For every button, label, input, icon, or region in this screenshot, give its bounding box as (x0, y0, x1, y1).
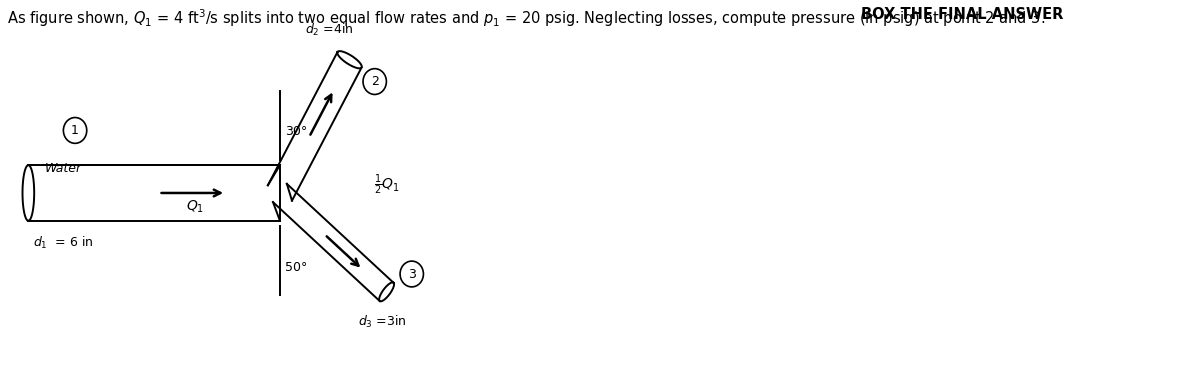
Circle shape (364, 69, 386, 94)
Text: 1: 1 (71, 124, 79, 137)
Text: 50°: 50° (286, 261, 307, 274)
Circle shape (64, 118, 86, 143)
Text: As figure shown, $Q_1$ = 4 ft$^3$/s splits into two equal flow rates and $p_1$ =: As figure shown, $Q_1$ = 4 ft$^3$/s spli… (7, 7, 1051, 29)
Text: 3: 3 (408, 268, 415, 280)
Circle shape (400, 261, 424, 287)
Text: $\mathit{d}_2$ =4in: $\mathit{d}_2$ =4in (305, 22, 353, 38)
Text: Water: Water (44, 162, 82, 175)
Text: 2: 2 (371, 75, 379, 88)
Text: 30°: 30° (286, 125, 307, 138)
Text: $\frac{1}{2}\mathit{Q}_1$: $\frac{1}{2}\mathit{Q}_1$ (374, 173, 401, 197)
Text: $\mathit{d}_3$ =3in: $\mathit{d}_3$ =3in (358, 314, 407, 330)
Text: BOX THE FINAL ANSWER: BOX THE FINAL ANSWER (860, 7, 1063, 22)
Text: $\mathit{Q}_1$: $\mathit{Q}_1$ (186, 199, 204, 215)
Text: $\mathit{d}_1$  = 6 in: $\mathit{d}_1$ = 6 in (32, 235, 94, 251)
